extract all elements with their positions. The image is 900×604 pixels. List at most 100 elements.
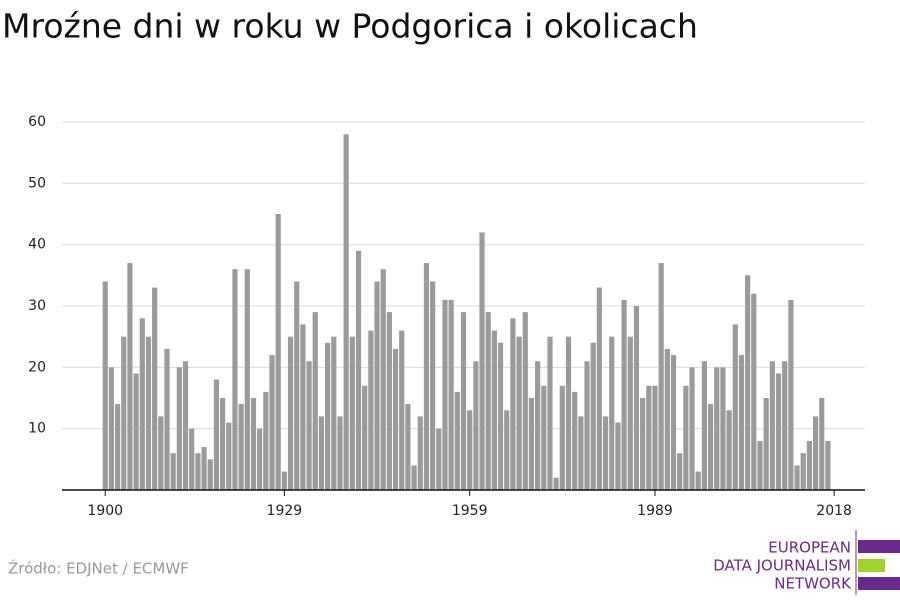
bar	[683, 385, 689, 490]
bar	[195, 453, 201, 490]
source: Źródło: EDJNet / ECMWF	[8, 559, 189, 578]
y-tick-label: 10	[28, 421, 46, 437]
bar	[269, 355, 275, 490]
x-tick-label: 1929	[267, 503, 303, 519]
bar	[213, 379, 220, 490]
bar	[182, 361, 189, 490]
bar	[300, 324, 306, 490]
bar	[510, 318, 516, 490]
bar	[491, 330, 497, 490]
bar	[287, 336, 294, 490]
bar	[152, 287, 158, 490]
bar	[207, 459, 213, 490]
y-tick-label: 30	[28, 298, 46, 314]
bar	[479, 232, 485, 490]
bar	[732, 324, 738, 490]
bar	[411, 465, 417, 490]
bar	[349, 336, 355, 490]
bar	[467, 410, 473, 490]
bar	[121, 336, 127, 490]
bar	[275, 214, 281, 490]
bar	[751, 293, 757, 490]
bar	[584, 361, 590, 490]
bar	[590, 342, 596, 490]
bar	[164, 348, 170, 490]
bar	[176, 367, 182, 490]
bar	[788, 299, 794, 490]
bar	[189, 428, 195, 490]
bar	[170, 453, 176, 490]
x-tick-label: 2018	[816, 503, 852, 519]
bar	[504, 410, 510, 490]
logo-text: NETWORK	[774, 575, 852, 593]
bar	[460, 312, 467, 490]
bar	[454, 391, 460, 490]
bar	[362, 385, 368, 490]
logo-bar	[858, 577, 900, 590]
bar	[695, 471, 701, 490]
bar	[226, 422, 232, 490]
bar	[819, 398, 825, 490]
bar	[343, 134, 349, 490]
y-tick-label: 50	[28, 175, 46, 191]
bar	[769, 361, 775, 490]
bar	[541, 385, 547, 490]
bar	[325, 342, 331, 490]
bar	[392, 348, 399, 490]
bar	[745, 275, 751, 490]
bar	[220, 398, 226, 490]
bar	[800, 453, 806, 490]
bar	[775, 373, 782, 490]
bar	[528, 398, 535, 490]
y-tick-label: 60	[28, 114, 46, 130]
bar	[547, 336, 553, 490]
bar	[559, 385, 565, 490]
bar	[677, 453, 683, 490]
bar	[386, 312, 392, 490]
bar	[294, 281, 300, 490]
bar	[244, 269, 250, 490]
bar	[442, 299, 448, 490]
logo-text: DATA JOURNALISM	[713, 557, 851, 575]
bar	[139, 318, 145, 490]
bar	[602, 416, 609, 490]
bar	[615, 422, 621, 490]
bar	[738, 355, 745, 490]
bar	[263, 391, 269, 490]
bar	[281, 471, 287, 490]
bar	[380, 269, 386, 490]
bar	[133, 373, 139, 490]
bar	[646, 385, 652, 490]
bar	[423, 263, 430, 490]
bar	[102, 281, 108, 490]
bar	[201, 447, 207, 490]
bar	[757, 440, 763, 490]
logo-bar	[858, 540, 900, 553]
bar	[658, 263, 664, 490]
bar	[473, 361, 479, 490]
bar	[331, 336, 337, 490]
bar	[565, 336, 572, 490]
bar	[417, 416, 423, 490]
bar	[448, 299, 454, 490]
bar	[114, 404, 121, 490]
bar	[318, 416, 325, 490]
x-tick-label: 1989	[637, 503, 673, 519]
bar	[368, 330, 374, 490]
y-tick-label: 20	[28, 359, 46, 375]
bar	[355, 250, 362, 490]
bar	[238, 404, 244, 490]
bar	[633, 306, 640, 490]
bar	[430, 281, 436, 490]
bar	[640, 398, 646, 490]
bar	[145, 336, 152, 490]
x-tick-label: 1900	[87, 503, 123, 519]
bar	[553, 477, 559, 490]
bar	[497, 342, 504, 490]
bar	[374, 281, 380, 490]
bar	[436, 428, 442, 490]
bar	[726, 410, 732, 490]
bar	[522, 312, 528, 490]
bar	[670, 355, 677, 490]
